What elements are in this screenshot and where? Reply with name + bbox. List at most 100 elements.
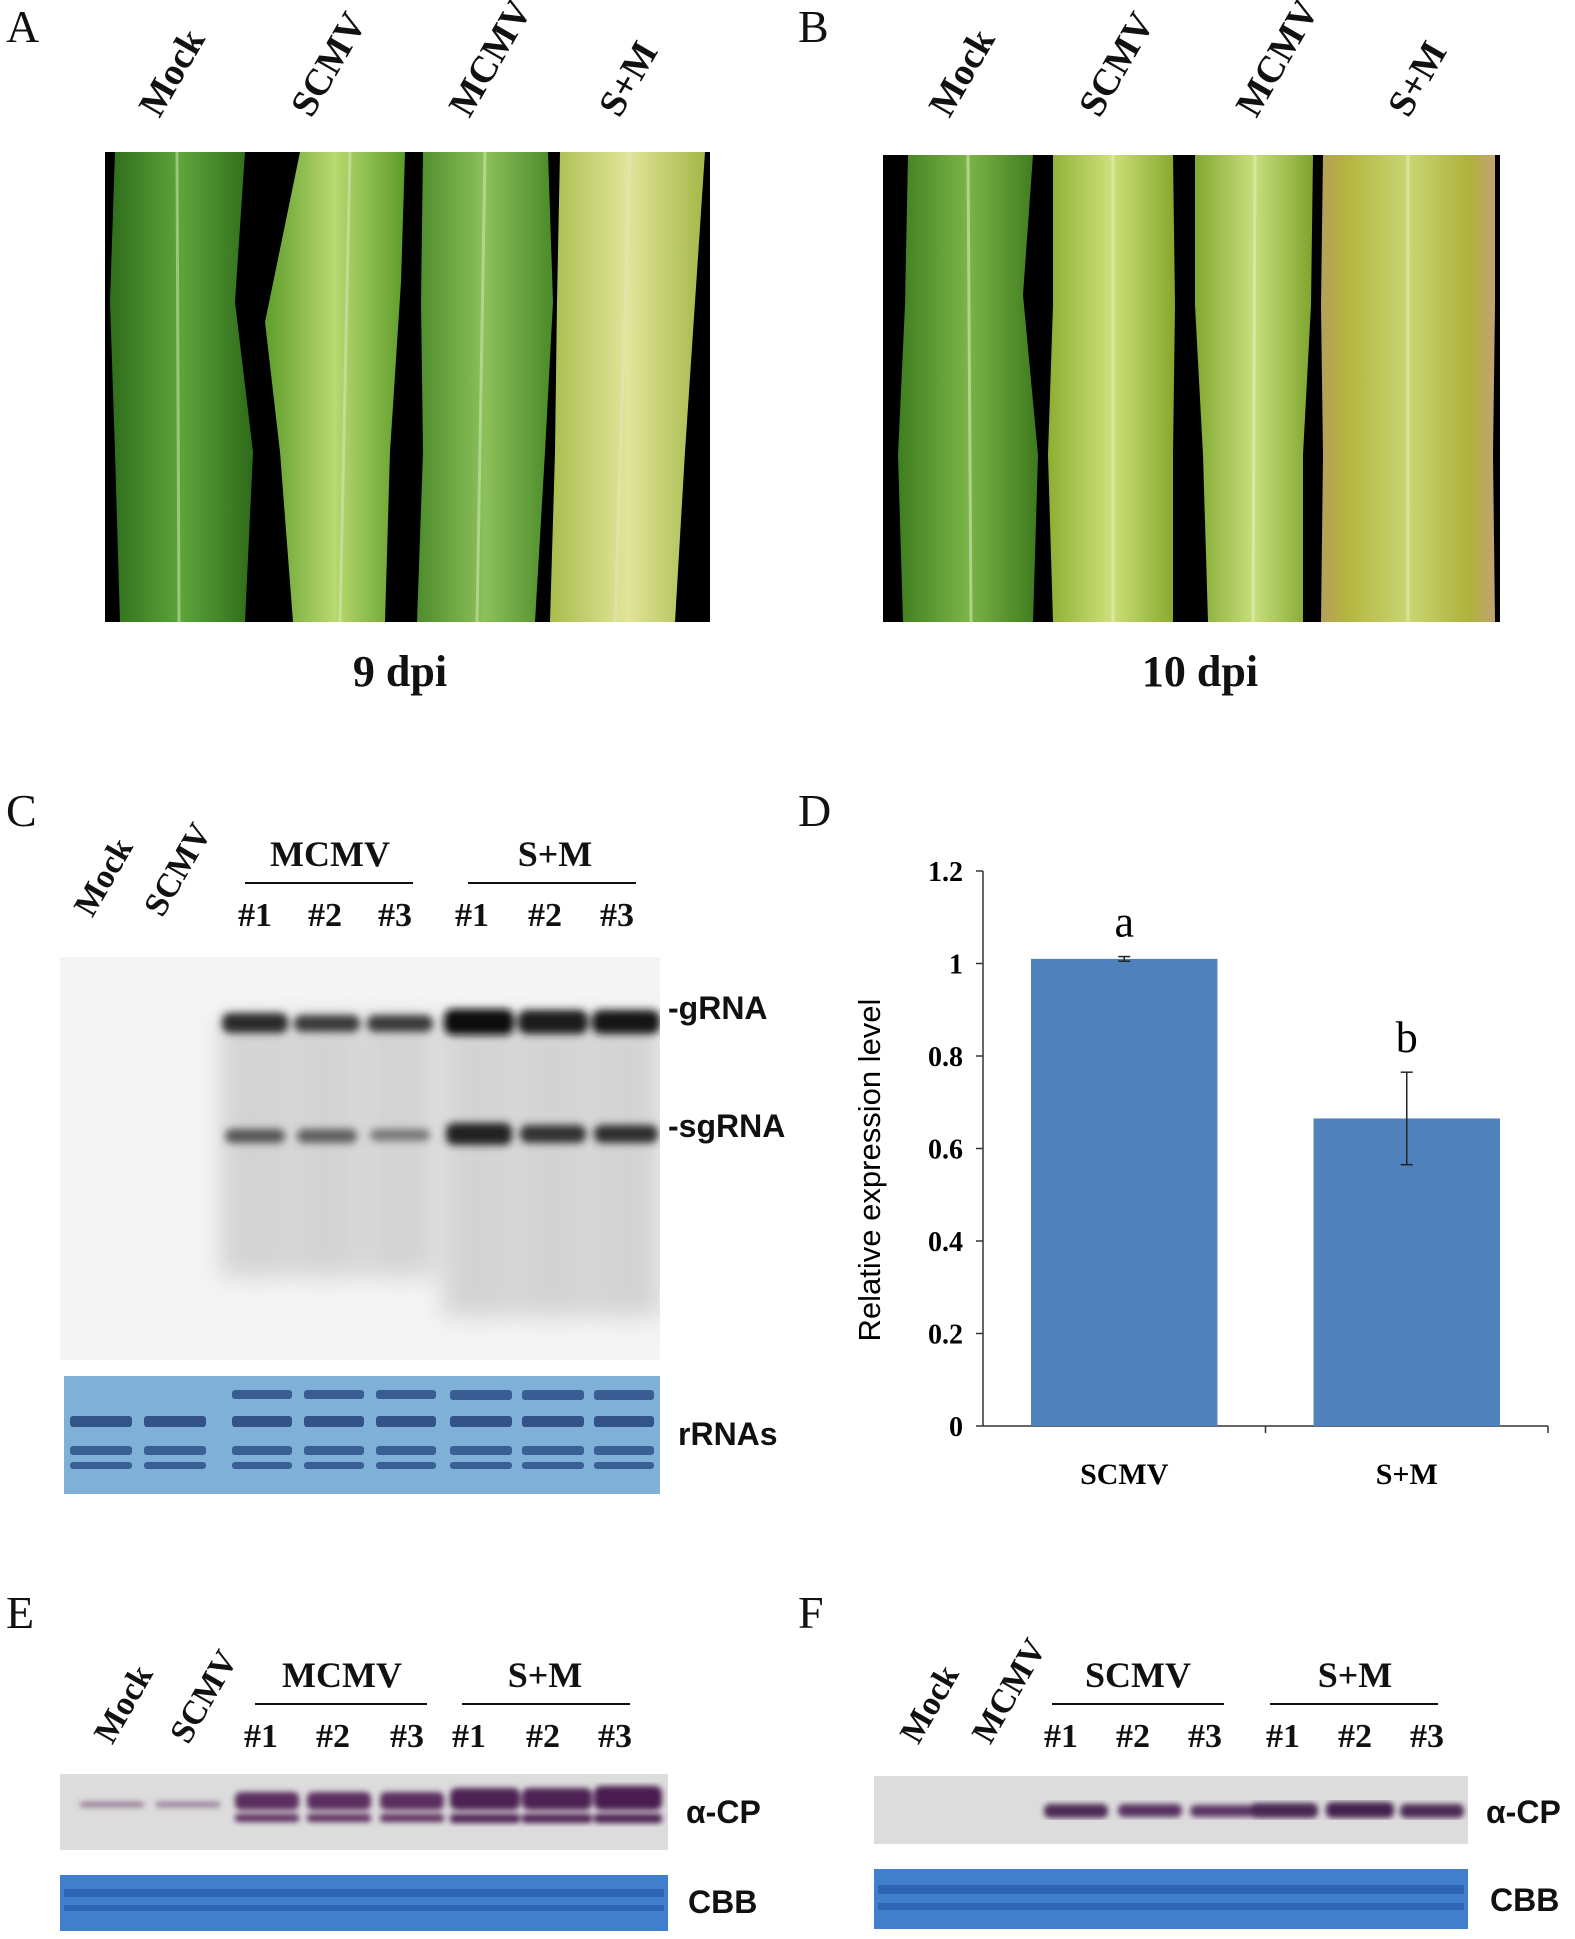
panel-c-group-sm-line [468, 882, 636, 884]
panel-c-lane-scmv: SCMV [137, 817, 220, 923]
panel-b-lane-mcmv: MCMV [1227, 0, 1328, 124]
grna-band [444, 1009, 514, 1035]
cbb-gel-f [874, 1869, 1468, 1929]
chart-x-tick-label: S+M [1376, 1458, 1438, 1491]
panel-f-rep-label: #2 [1338, 1718, 1372, 1755]
panel-e-rep-label: #1 [452, 1718, 486, 1755]
grna-label: -gRNA [668, 990, 768, 1026]
leaf-mcmv-a [417, 152, 553, 622]
panel-e-rep-label: #3 [598, 1718, 632, 1755]
panel-c-rep-label: #3 [378, 897, 412, 934]
panel-b-leaf-photo [883, 155, 1500, 622]
rrna-gel [64, 1376, 660, 1494]
rrna-gel-bands [70, 1390, 654, 1469]
panel-c-letter: C [6, 785, 37, 836]
panel-c-group-sm: S+M [517, 834, 593, 874]
panel-b-letter: B [798, 1, 829, 52]
grna-band [294, 1015, 360, 1032]
western-blot-e-bands [80, 1786, 662, 1823]
panel-f-rep-label: #3 [1188, 1718, 1222, 1755]
panel-e-rep-label: #1 [244, 1718, 278, 1755]
cbb-gel-e [60, 1875, 668, 1931]
sgrna-band [594, 1125, 658, 1143]
western-blot-f [874, 1776, 1468, 1844]
panel-f-rep-label: #2 [1116, 1718, 1150, 1755]
chart-y-tick-label: 0.4 [928, 1227, 963, 1258]
panel-d-letter: D [798, 785, 832, 836]
panel-b-lane-mock: Mock [920, 22, 1004, 124]
panel-f-group-sm: S+M [1317, 1655, 1393, 1695]
cbb-gel-e-bands [64, 1889, 664, 1911]
panel-e-rep-label: #3 [390, 1718, 424, 1755]
panel-f-lane-mock: Mock [893, 1659, 967, 1750]
sgrna-band [520, 1125, 586, 1143]
panel-e-group-mcmv-line [255, 1703, 427, 1705]
panel-f-group-scmv: SCMV [1085, 1655, 1191, 1695]
panel-f-rep-label: #1 [1044, 1718, 1078, 1755]
panel-a-lane-mock: Mock [130, 22, 214, 124]
panel-e-acp-label: α-CP [686, 1794, 761, 1830]
panel-c-rep-label: #3 [600, 897, 634, 934]
leaf-mock-a [110, 152, 253, 622]
northern-blot [60, 957, 662, 1360]
panel-f-rep-label: #1 [1266, 1718, 1300, 1755]
leaf-scmv-a [265, 152, 405, 622]
panel-a-lane-mcmv: MCMV [440, 0, 541, 124]
panel-c-rep-label: #2 [308, 897, 342, 934]
chart-y-tick-label: 1.2 [928, 857, 963, 888]
panel-a-letter: A [6, 1, 40, 52]
panel-c-lane-mock: Mock [67, 832, 141, 923]
panel-e-rep-label: #2 [526, 1718, 560, 1755]
panel-e-cbb-label: CBB [688, 1884, 758, 1920]
panel-a-lane-sm: S+M [590, 34, 667, 124]
chart-y-tick-label: 1 [949, 950, 963, 981]
chart-y-tick-label: 0.8 [928, 1042, 963, 1073]
panel-e-group-mcmv: MCMV [282, 1655, 402, 1695]
grna-band [518, 1010, 588, 1034]
panel-f-group-scmv-line [1052, 1703, 1224, 1705]
panel-f-letter: F [798, 1587, 824, 1638]
chart-y-tick-label: 0.2 [928, 1320, 963, 1351]
panel-c-rep-label: #1 [238, 897, 272, 934]
leaf-sm-a [550, 152, 705, 622]
panel-a-leaf-photo [105, 152, 710, 622]
panel-a-time-label: 9 dpi [352, 647, 448, 696]
panel-e-rep-label: #2 [316, 1718, 350, 1755]
panel-a-leaves [110, 152, 705, 622]
panel-b-lane-sm: S+M [1379, 34, 1456, 124]
panel-c-rep-label: #1 [455, 897, 489, 934]
panel-e-lane-mock: Mock [87, 1659, 161, 1750]
rrna-label: rRNAs [678, 1416, 778, 1452]
panel-b-leaves [898, 155, 1495, 622]
sgrna-band [370, 1129, 430, 1141]
grna-band [592, 1010, 660, 1034]
chart-x-tick-label: SCMV [1080, 1458, 1169, 1491]
panel-a-lane-scmv: SCMV [282, 5, 376, 124]
sgrna-band [446, 1123, 512, 1145]
chart-y-axis-label: Relative expression level [852, 999, 887, 1342]
northern-blot-bands [220, 1009, 662, 1317]
panel-b-lane-scmv: SCMV [1070, 5, 1164, 124]
cbb-gel-f-bands [878, 1885, 1464, 1910]
sgrna-band [225, 1129, 285, 1143]
panel-e-letter: E [6, 1587, 35, 1638]
grna-band [222, 1013, 288, 1033]
western-blot-f-bands [1044, 1802, 1464, 1818]
panel-f-rep-label: #3 [1410, 1718, 1444, 1755]
panel-c-group-mcmv: MCMV [270, 834, 390, 874]
sgrna-band [297, 1129, 357, 1143]
chart-y-tick-label: 0.6 [928, 1135, 963, 1166]
panel-c-group-mcmv-line [245, 882, 413, 884]
sgrna-label: -sgRNA [668, 1108, 786, 1144]
chart-significance-label: b [1396, 1013, 1418, 1062]
panel-e-group-sm-line [462, 1703, 630, 1705]
chart-bars: ab [1031, 898, 1500, 1426]
chart-bar [1313, 1118, 1500, 1426]
panel-f-cbb-label: CBB [1490, 1882, 1560, 1918]
chart-significance-label: a [1114, 898, 1134, 947]
panel-f-acp-label: α-CP [1486, 1794, 1561, 1830]
chart-bar [1031, 958, 1218, 1426]
panel-c-rep-label: #2 [528, 897, 562, 934]
grna-band [367, 1015, 433, 1032]
